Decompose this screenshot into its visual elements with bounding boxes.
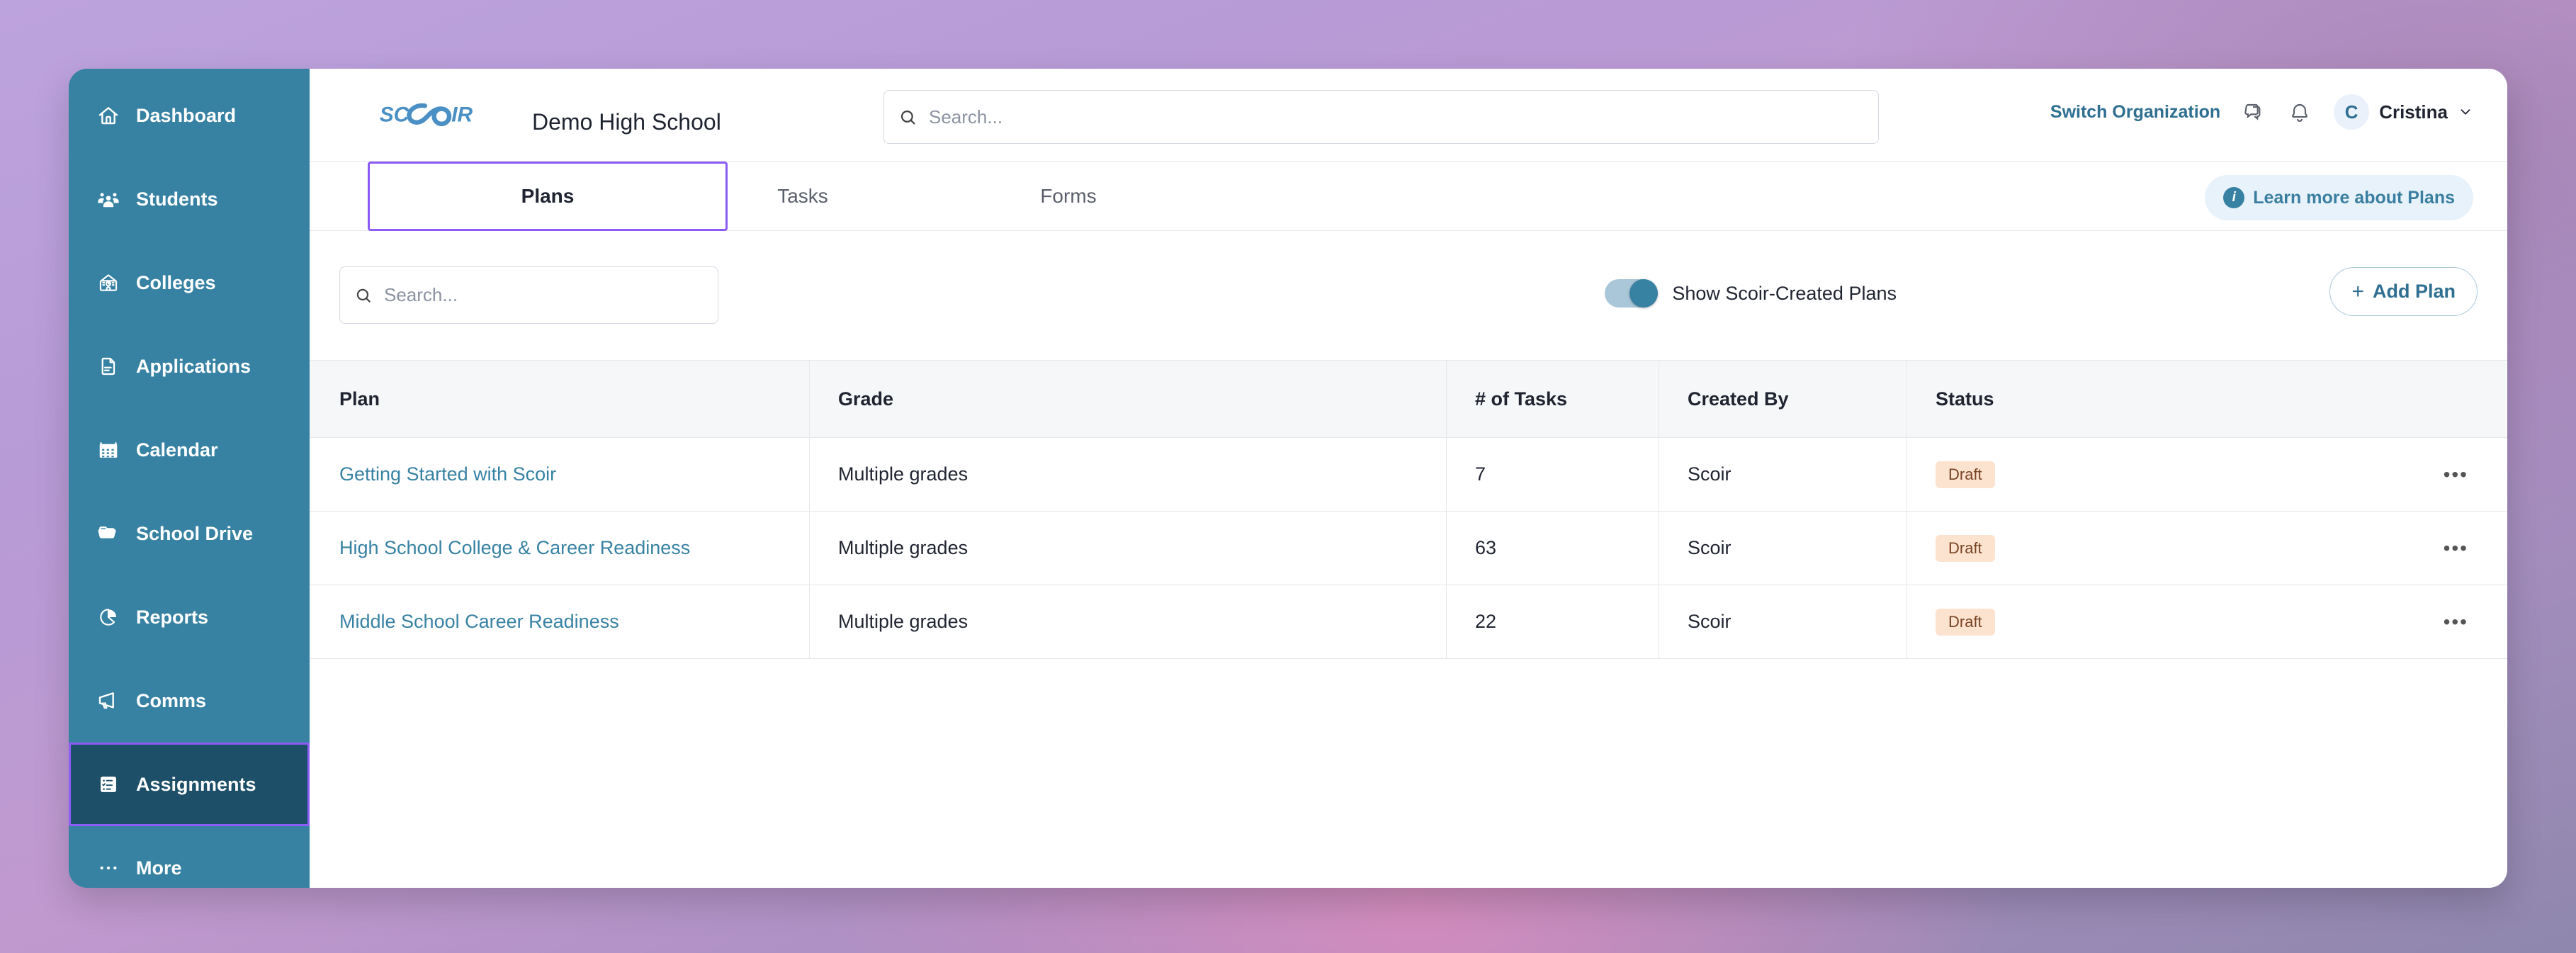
svg-text:SC: SC: [380, 103, 409, 126]
svg-text:IR: IR: [451, 103, 473, 126]
